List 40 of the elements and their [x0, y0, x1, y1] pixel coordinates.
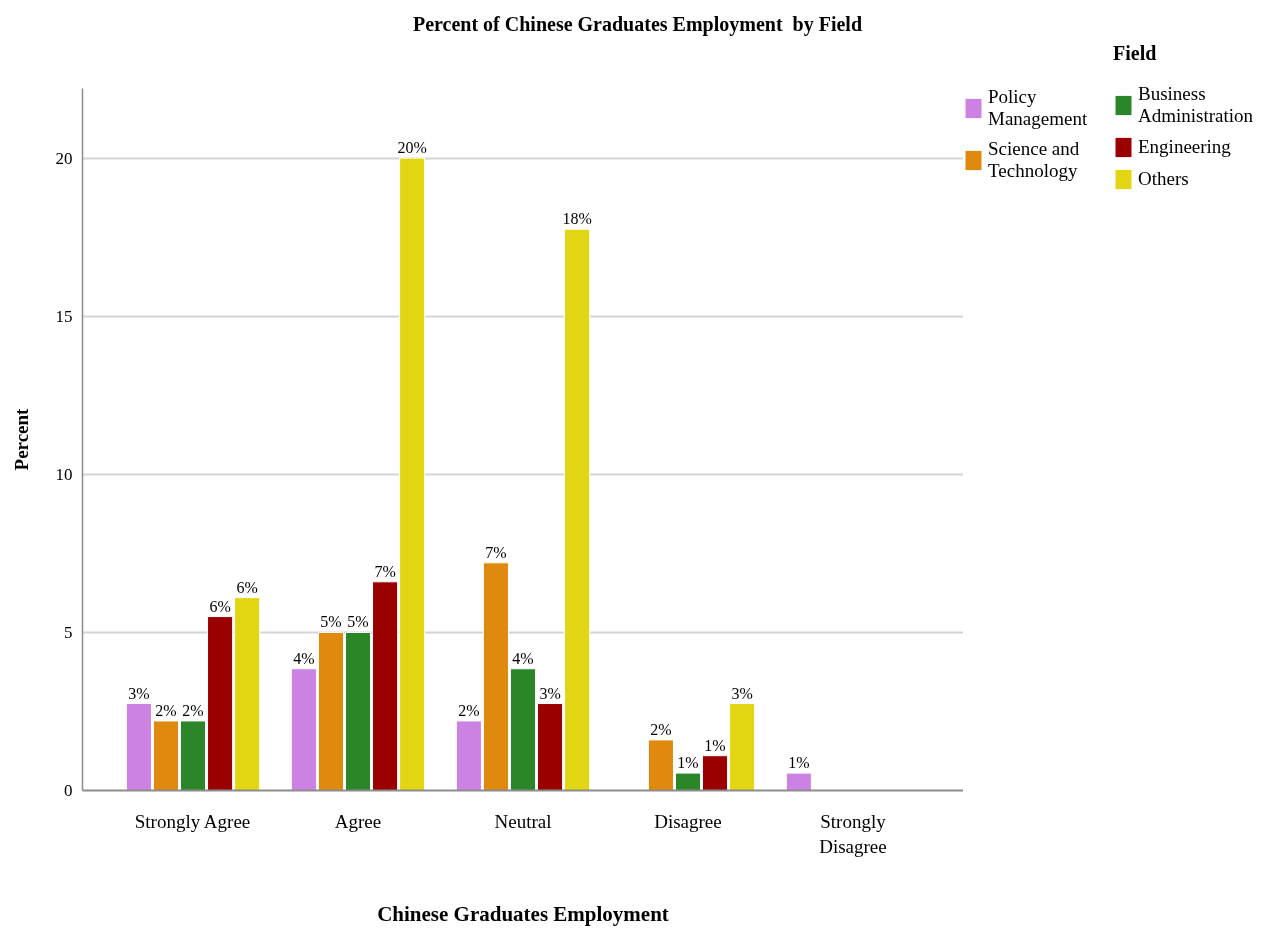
data-label: 1% [704, 736, 726, 754]
data-label: 2% [458, 701, 480, 719]
data-label: 18% [562, 210, 592, 228]
data-label: 3% [731, 684, 753, 702]
legend-label: Policy Management [988, 86, 1088, 130]
data-label: 3% [128, 684, 150, 702]
chart-title: Percent of Chinese Graduates Employment by Field [412, 12, 863, 36]
y-tick-label: 20 [55, 148, 73, 168]
x-axis-title: Chinese Graduates Employment [377, 901, 669, 926]
data-label: 1% [788, 754, 810, 772]
x-tick-label: Strongly Agree [134, 810, 251, 832]
y-tick-label: 15 [55, 306, 73, 326]
x-tick-label: Disagree [654, 810, 722, 832]
data-label: 1% [677, 754, 699, 772]
data-label: 7% [485, 543, 507, 561]
legend-label: Science and Technology [988, 138, 1080, 182]
data-label: 6% [236, 578, 258, 596]
data-label: 7% [374, 562, 396, 580]
y-tick-label: 5 [64, 622, 73, 642]
legend-title: Field [1113, 42, 1158, 65]
x-tick-label: Neutral [494, 810, 552, 832]
bar [785, 772, 812, 791]
data-label: 4% [293, 649, 315, 667]
data-label: 2% [650, 720, 672, 738]
x-tick-label: Agree [334, 810, 382, 832]
y-tick-label: 10 [55, 464, 73, 484]
legend-label: Engineering [1138, 136, 1231, 158]
data-label: 20% [397, 139, 427, 157]
data-label: 5% [347, 613, 369, 631]
data-label: 2% [182, 701, 204, 719]
data-label: 2% [155, 701, 177, 719]
x-tick-label: Strongly Disagree [819, 810, 887, 857]
y-tick-label: 0 [64, 781, 73, 800]
y-axis-title: Percent [10, 407, 32, 471]
data-label: 5% [320, 613, 342, 631]
data-label: 4% [512, 649, 534, 667]
legend-label: Others [1138, 168, 1189, 190]
data-label: 3% [539, 684, 561, 702]
legend-label: Business Administration [1138, 83, 1254, 127]
data-label: 6% [209, 597, 231, 615]
